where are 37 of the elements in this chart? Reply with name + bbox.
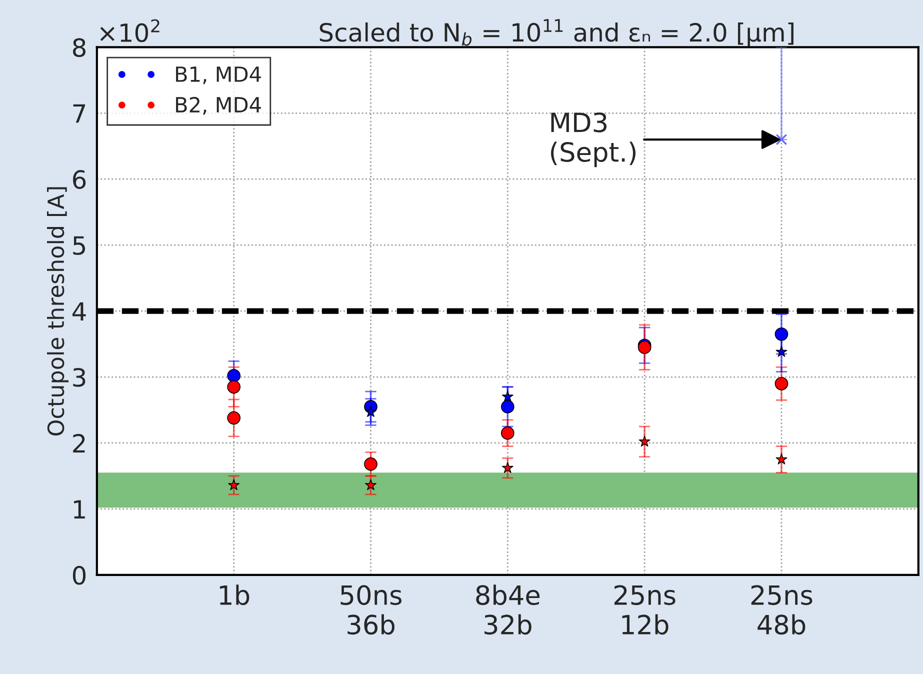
point [774,327,788,341]
y-tick-label: 3 [73,368,86,387]
point [776,346,788,357]
point [502,390,514,402]
legend-label: B1, MD4 [176,66,261,84]
annotation: MD3 (Sept.) [550,112,636,168]
chart-title: Scaled to N$_{b}$ = 10$^{11}$ and εₙ = 2.0 [μm] [320,19,794,47]
x-tick-label: 25ns 12b [614,585,676,635]
legend-label: B2, MD4 [176,96,261,115]
point [227,411,240,425]
text: ×10$^{2}$ [100,19,160,42]
point [227,380,240,394]
y-tick-label: 2 [73,434,85,452]
y-axis-title: Octupole threshold [A] [47,187,69,436]
x-tick-label: 50ns 36b [340,585,402,635]
point [776,134,788,146]
point [502,462,514,473]
y-tick-label: 7 [73,104,86,123]
point [227,369,240,382]
point [228,479,240,490]
point [365,479,376,490]
point [500,426,514,440]
point [365,406,376,417]
point [500,400,514,414]
point [774,376,788,390]
point [364,457,378,471]
x-tick-label: 1b [220,584,250,606]
point [638,436,650,447]
x-tick-label: 25ns 48b [751,585,812,635]
y-tick-label: 1 [74,500,85,518]
y-tick-label: 6 [73,170,86,189]
y-tick-label: 8 [72,38,86,58]
y-tick-label: 5 [73,236,86,255]
y-tick-label: 0 [72,566,86,585]
y-tick-label: 4 [72,302,86,321]
point [776,454,788,464]
x-tick-label: 8b4e 32b [476,584,540,635]
